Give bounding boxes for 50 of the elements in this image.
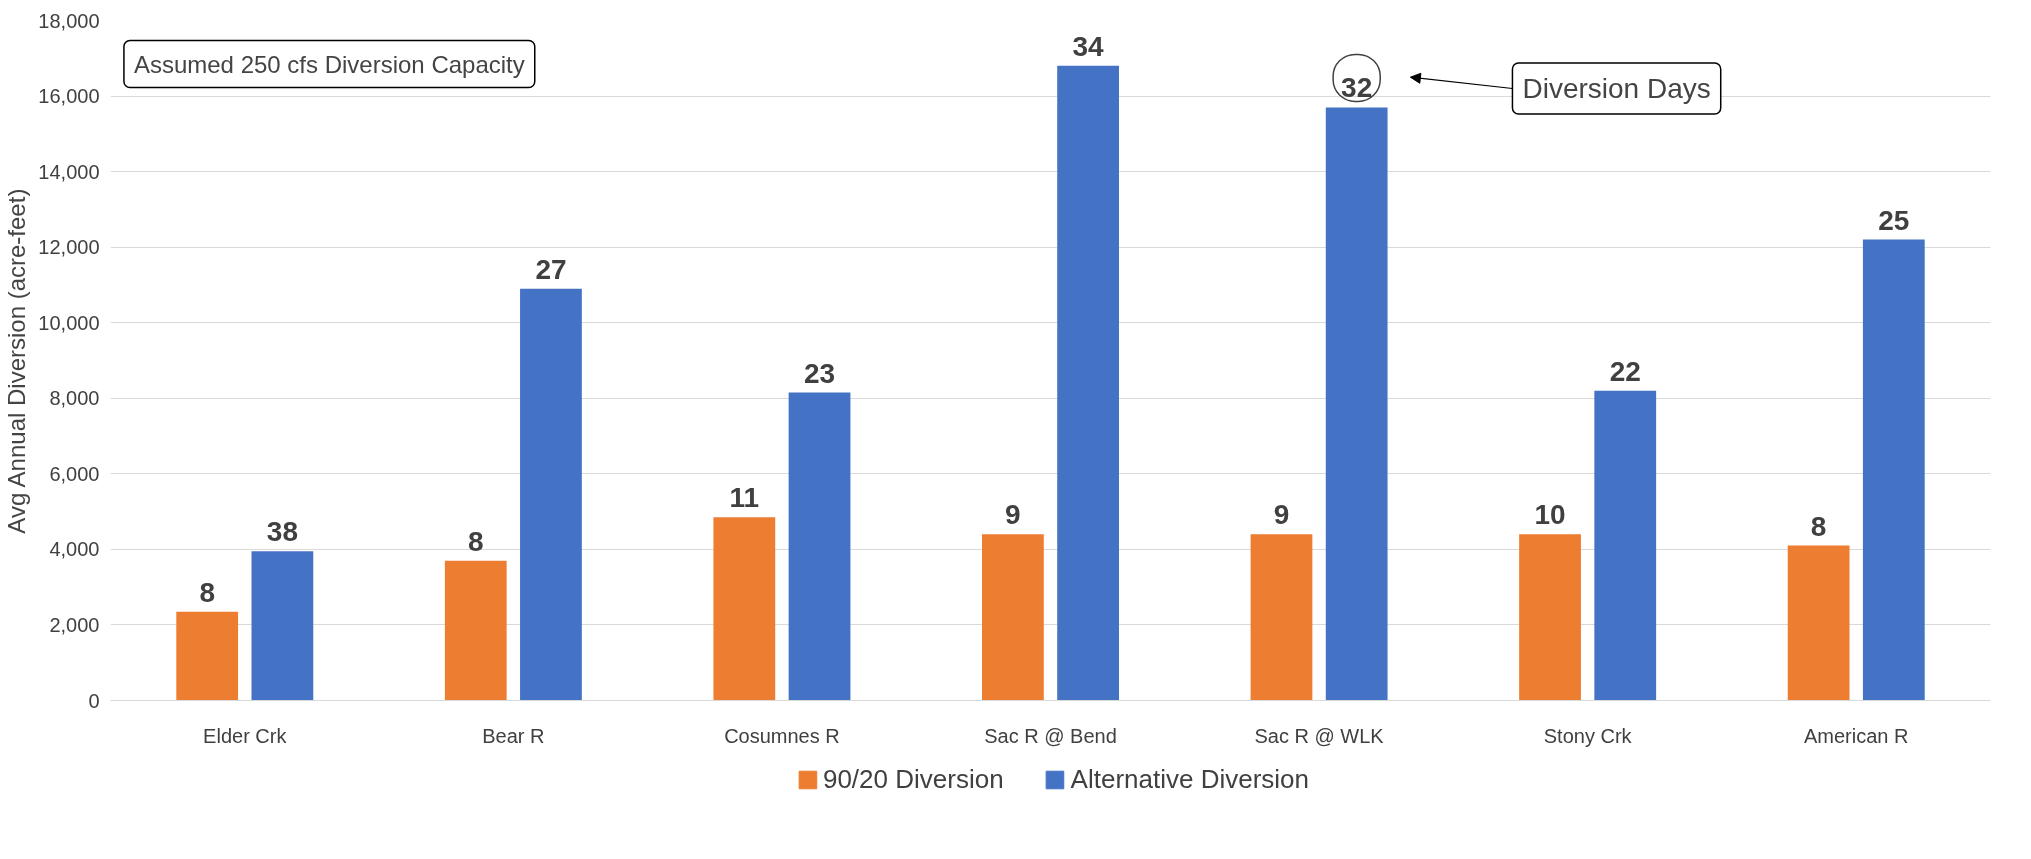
- y-tick-label: 6,000: [49, 462, 100, 485]
- annotation: 8: [1810, 510, 1827, 542]
- bar: [1787, 545, 1850, 701]
- x-tick-label: Stony Crk: [1543, 724, 1633, 747]
- x-tick-label: American R: [1803, 724, 1909, 747]
- annotation: 10: [1534, 499, 1566, 531]
- annotation: 34: [1072, 30, 1105, 62]
- y-tick-label: 4,000: [49, 538, 100, 561]
- x-tick-label: Bear R: [482, 724, 545, 747]
- annotation: 32: [1341, 72, 1373, 104]
- bar: [788, 392, 851, 701]
- bar: [1250, 534, 1313, 701]
- annotation: 23: [803, 357, 836, 389]
- y-tick-label: 12,000: [38, 236, 100, 259]
- y-tick-label: 16,000: [38, 85, 100, 108]
- bar: [1325, 107, 1388, 701]
- annotation: 9: [1005, 499, 1021, 531]
- annotation: 27: [535, 253, 567, 285]
- y-axis-title: Avg Annual Diversion (acre-feet): [3, 188, 31, 534]
- annotation: Assumed 250 cfs Diversion Capacity: [133, 50, 525, 78]
- y-tick-label: 18,000: [38, 9, 100, 32]
- annotation: 8: [199, 576, 215, 608]
- bar: [176, 611, 239, 701]
- bar: [1594, 390, 1657, 701]
- bar: [444, 560, 507, 701]
- y-tick-label: 10,000: [38, 311, 100, 334]
- bar: [713, 517, 776, 701]
- x-tick-label: Sac R @ Bend: [984, 724, 1117, 747]
- y-tick-label: 14,000: [38, 160, 100, 183]
- annotation: 25: [1878, 204, 1910, 236]
- y-tick-label: 0: [88, 689, 100, 712]
- annotation: 8: [467, 525, 484, 557]
- x-tick-label: Cosumnes R: [724, 724, 840, 747]
- y-tick-label: 8,000: [49, 387, 100, 410]
- legend-label: 90/20 Diversion: [822, 763, 1004, 795]
- bar: [1057, 65, 1119, 701]
- bar: [982, 534, 1044, 701]
- bar: [520, 288, 582, 701]
- annotation: 38: [266, 516, 298, 548]
- x-tick-label: Sac R @ WLK: [1254, 724, 1385, 747]
- annotation: 11: [729, 482, 760, 514]
- annotation: 22: [1609, 355, 1641, 387]
- annotation: 9: [1273, 499, 1290, 531]
- bar: [1519, 534, 1581, 701]
- bar: [251, 551, 314, 701]
- x-tick-label: Elder Crk: [203, 724, 288, 747]
- annotation: Diversion Days: [1522, 73, 1711, 104]
- y-tick-label: 2,000: [49, 613, 100, 636]
- legend-label: Alternative Diversion: [1070, 763, 1310, 795]
- bar: [1862, 239, 1925, 701]
